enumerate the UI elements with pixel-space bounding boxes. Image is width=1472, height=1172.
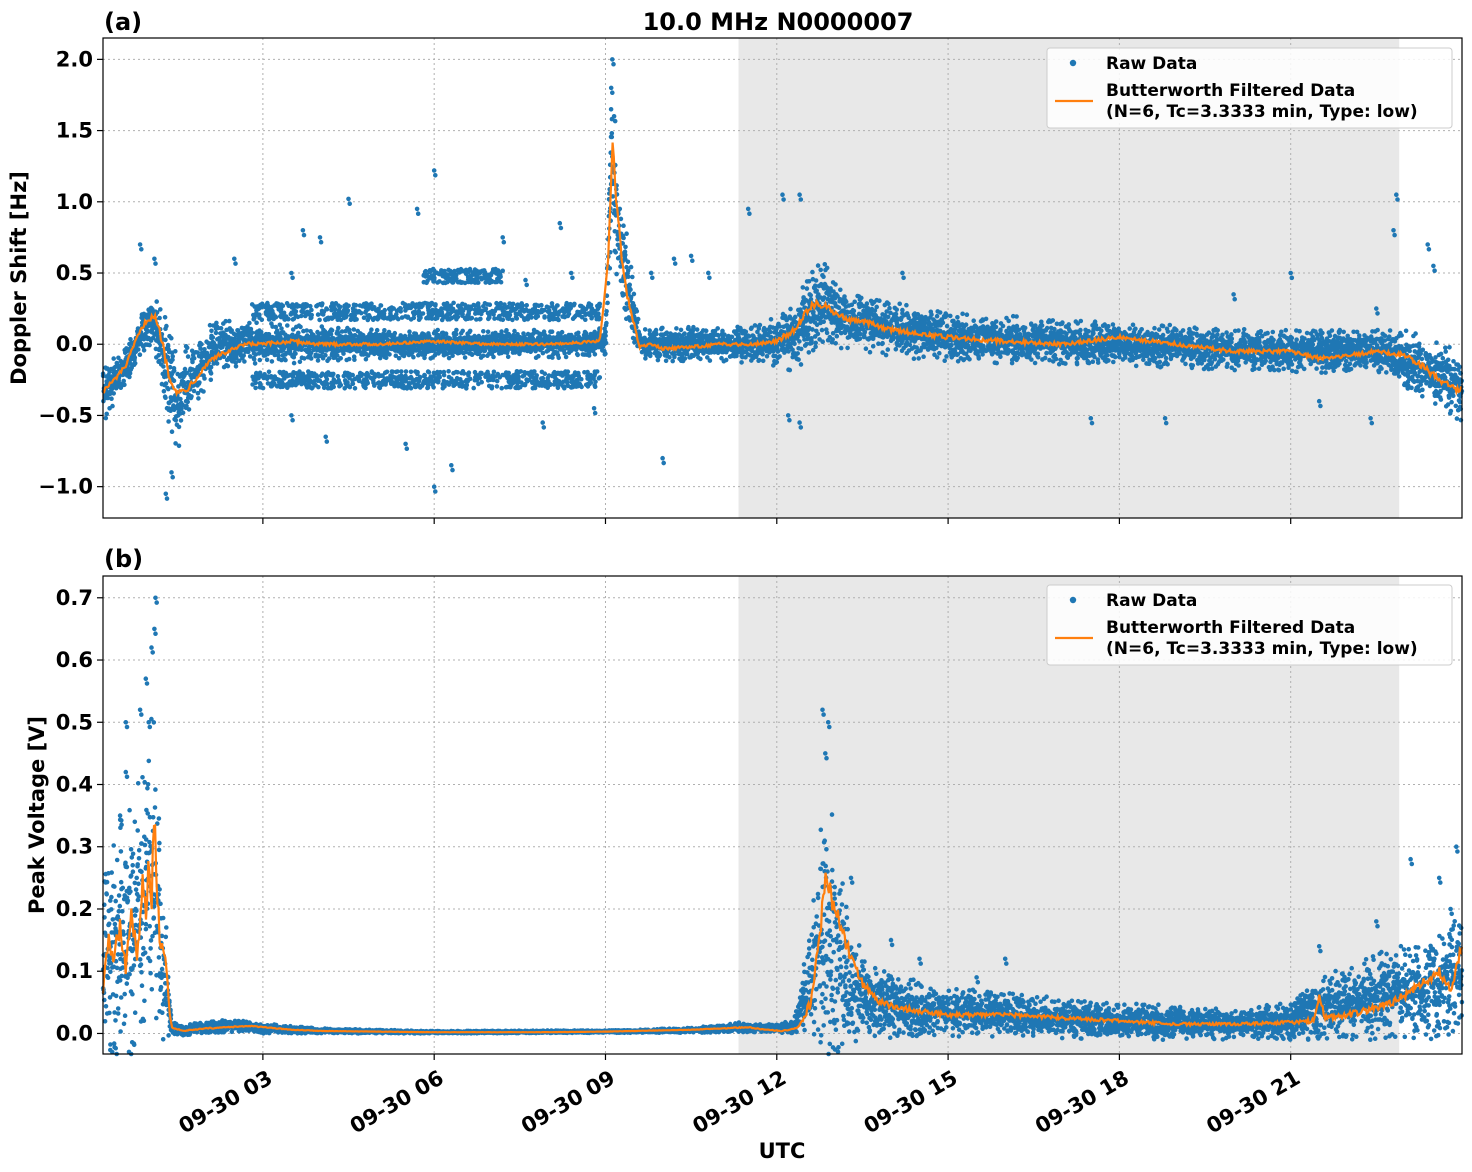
panel-b-xtick-label: 09-30 15 (860, 1066, 962, 1139)
panel-b-legend-filtered: Butterworth Filtered Data (1106, 618, 1355, 638)
panel-b-filtered-line (101, 823, 1464, 1034)
panel-b-ytick-label: 0.6 (56, 648, 93, 672)
panel-a-ytick-label: 1.5 (56, 119, 93, 143)
panel-a-raw-dots (100, 57, 1465, 501)
panel-b-ytick-label: 0.0 (56, 1021, 93, 1045)
panel-b-xtick-label: 09-30 21 (1202, 1066, 1304, 1139)
panel-a-ytick-label: 2.0 (56, 47, 93, 71)
panel-b-raw-data (100, 595, 1465, 1057)
panel-b-raw-dots (100, 595, 1465, 1057)
panel-a-ytick-label: −0.5 (38, 403, 93, 427)
panel-b-legend: Raw Data Butterworth Filtered Data (N=6,… (1046, 584, 1453, 666)
panel-a-filtered-line (102, 142, 1462, 398)
panel-a-legend-filtered: Butterworth Filtered Data (1106, 81, 1355, 101)
panel-a-label: (a) (104, 8, 142, 36)
panel-a-ytick-label: 0.0 (56, 332, 93, 356)
panel-b-ytick-label: 0.2 (56, 897, 93, 921)
panel-b-xtick-label: 09-30 09 (517, 1066, 619, 1139)
panel-a-ylabel: Doppler Shift [Hz] (7, 171, 31, 385)
panel-b-legend-raw-marker (1069, 596, 1077, 604)
panel-a-ytick-label: 0.5 (56, 261, 93, 285)
panel-b-xtick-label: 09-30 12 (688, 1066, 790, 1139)
panel-b-xtick-label: 09-30 18 (1031, 1066, 1133, 1139)
panel-b-ytick-label: 0.7 (56, 586, 93, 610)
panel-b-ytick-label: 0.5 (56, 710, 93, 734)
figure-title: 10.0 MHz N0000007 (643, 8, 914, 36)
panel-a-legend-filtered-params: (N=6, Tc=3.3333 min, Type: low) (1106, 102, 1418, 122)
panel-a: (a) −1.0 −0.5 0.0 0.5 1.0 1.5 2.0 Doppler Shif… (7, 8, 1465, 524)
panel-a-legend-raw-marker (1069, 59, 1077, 67)
panel-b-legend-filtered-params: (N=6, Tc=3.3333 min, Type: low) (1106, 639, 1418, 659)
panel-a-ytick-label: 1.0 (56, 190, 93, 214)
panel-b-xtick-label: 09-30 06 (346, 1066, 448, 1139)
panel-b-ytick-label: 0.1 (56, 959, 93, 983)
panel-b: (b) 0.0 0.1 0.2 0.3 0.4 0.5 0.6 0.7 09-30 03 09-… (25, 545, 1465, 1139)
panel-b-ytick-label: 0.3 (56, 835, 93, 859)
panel-b-ylabel: Peak Voltage [V] (25, 716, 49, 914)
panel-b-xtick-label: 09-30 03 (175, 1066, 277, 1139)
panel-b-ytick-label: 0.4 (56, 773, 93, 797)
panel-b-frame (102, 575, 1463, 1055)
panel-a-legend: Raw Data Butterworth Filtered Data (N=6,… (1046, 47, 1453, 129)
panel-b-legend-raw: Raw Data (1106, 591, 1197, 611)
panel-a-legend-raw: Raw Data (1106, 54, 1197, 74)
x-axis-label: UTC (759, 1139, 806, 1163)
panel-a-frame (102, 37, 1463, 519)
panel-b-label: (b) (104, 545, 143, 573)
panel-a-raw-data (100, 57, 1465, 501)
panel-a-ytick-label: −1.0 (38, 475, 93, 499)
